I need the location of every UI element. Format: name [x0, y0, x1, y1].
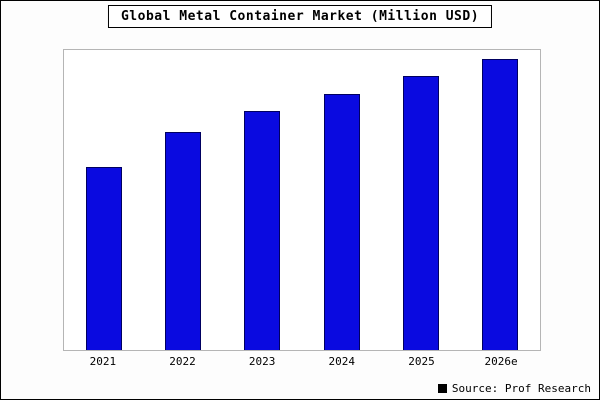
bar-2024 — [324, 94, 360, 350]
x-tick-label: 2022 — [159, 355, 205, 368]
bar-2021 — [86, 167, 122, 350]
x-tick-label: 2025 — [398, 355, 444, 368]
chart-figure: Global Metal Container Market (Million U… — [0, 0, 600, 400]
source-attribution: Source: Prof Research — [438, 382, 591, 395]
bar-2023 — [244, 111, 280, 350]
x-axis-labels: 2021 2022 2023 2024 2025 2026e — [63, 355, 541, 368]
plot-area — [63, 49, 541, 351]
x-tick-label: 2023 — [239, 355, 285, 368]
x-tick-label: 2021 — [80, 355, 126, 368]
x-tick-label: 2026e — [478, 355, 524, 368]
bar-2025 — [403, 76, 439, 350]
bar-2022 — [165, 132, 201, 350]
source-text: Source: Prof Research — [452, 382, 591, 395]
chart-title: Global Metal Container Market (Million U… — [108, 5, 492, 28]
bar-2026e — [482, 59, 518, 350]
source-marker-icon — [438, 384, 447, 393]
x-tick-label: 2024 — [319, 355, 365, 368]
